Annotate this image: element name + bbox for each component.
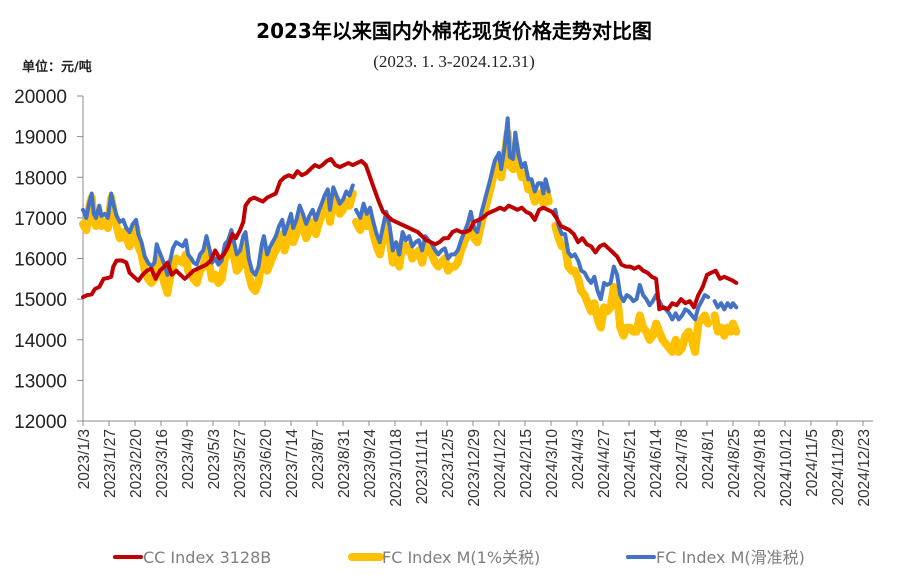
x-tick-label: 2024/8/25 xyxy=(726,429,743,498)
y-axis: 12000 13000 14000 15000 16000 17000 18000 19000… xyxy=(14,87,84,433)
x-tick-label: 2023/5/3 xyxy=(206,429,223,489)
legend-item: FC Index M(1%关税) xyxy=(348,548,540,567)
legend-item: CC Index 3128B xyxy=(113,548,271,567)
x-tick-label: 2024/1/22 xyxy=(492,429,509,498)
x-tick-label: 2024/6/14 xyxy=(648,429,665,498)
legend-label: CC Index 3128B xyxy=(143,548,271,567)
series-line-2 xyxy=(81,116,739,322)
x-tick-label: 2023/8/31 xyxy=(336,429,353,498)
x-tick-label: 2023/12/29 xyxy=(466,429,483,507)
series-line-0 xyxy=(81,157,739,312)
x-tick-label: 2023/6/20 xyxy=(258,429,275,498)
unit-label: 单位：元/吨 xyxy=(22,59,92,75)
x-tick-label: 2023/1/27 xyxy=(102,429,119,498)
series-layer xyxy=(79,116,741,356)
chart-subtitle: (2023. 1. 3-2024.12.31) xyxy=(373,52,534,71)
x-tick-label: 2024/5/21 xyxy=(622,429,639,498)
x-tick-label: 2023/9/24 xyxy=(362,429,379,498)
y-tick-label: 19000 xyxy=(14,128,67,149)
legend: CC Index 3128B FC Index M(1%关税) FC Index M… xyxy=(113,548,805,567)
legend-label: FC Index M(1%关税) xyxy=(382,548,540,567)
x-tick-label: 2023/10/18 xyxy=(388,429,405,507)
y-tick-label: 18000 xyxy=(14,168,67,189)
x-tick-label: 2024/9/18 xyxy=(752,429,769,498)
y-tick-label: 14000 xyxy=(14,331,67,352)
x-tick-label: 2023/11/11 xyxy=(414,429,431,504)
legend-item: FC Index M(滑准税) xyxy=(626,548,805,567)
x-tick-label: 2023/7/14 xyxy=(284,429,301,498)
x-tick-label: 2024/7/8 xyxy=(674,429,691,489)
x-tick-label: 2023/4/9 xyxy=(180,429,197,489)
x-tick-label: 2024/2/15 xyxy=(518,429,535,498)
y-tick-label: 20000 xyxy=(14,87,67,108)
y-tick-label: 12000 xyxy=(14,412,67,433)
x-tick-label: 2024/4/3 xyxy=(570,429,587,489)
x-tick-label: 2023/1/3 xyxy=(76,429,93,489)
y-tick-label: 15000 xyxy=(14,290,67,311)
x-tick-label: 2024/12/23 xyxy=(856,429,873,507)
series-line-1 xyxy=(79,128,741,356)
x-tick-label: 2023/5/27 xyxy=(232,429,249,498)
x-tick-label: 2024/11/29 xyxy=(830,429,847,505)
x-tick-label: 2023/12/5 xyxy=(440,429,457,498)
chart-title: 2023年以来国内外棉花现货价格走势对比图 xyxy=(256,19,652,43)
legend-label: FC Index M(滑准税) xyxy=(656,548,805,567)
x-tick-label: 2023/8/7 xyxy=(310,429,327,489)
y-tick-label: 17000 xyxy=(14,209,67,230)
x-tick-label: 2024/11/5 xyxy=(804,429,821,497)
x-tick-label: 2024/4/27 xyxy=(596,429,613,498)
x-tick-label: 2023/2/20 xyxy=(128,429,145,498)
x-tick-label: 2023/3/16 xyxy=(154,429,171,498)
x-axis: 2023/1/3 2023/1/27 2023/2/20 2023/3/16 2023/… xyxy=(76,420,873,507)
x-tick-label: 2024/3/10 xyxy=(544,429,561,498)
x-tick-label: 2024/10/12 xyxy=(778,429,795,507)
y-tick-label: 13000 xyxy=(14,371,67,392)
x-tick-label: 2024/8/1 xyxy=(700,429,717,489)
y-tick-label: 16000 xyxy=(14,250,67,271)
